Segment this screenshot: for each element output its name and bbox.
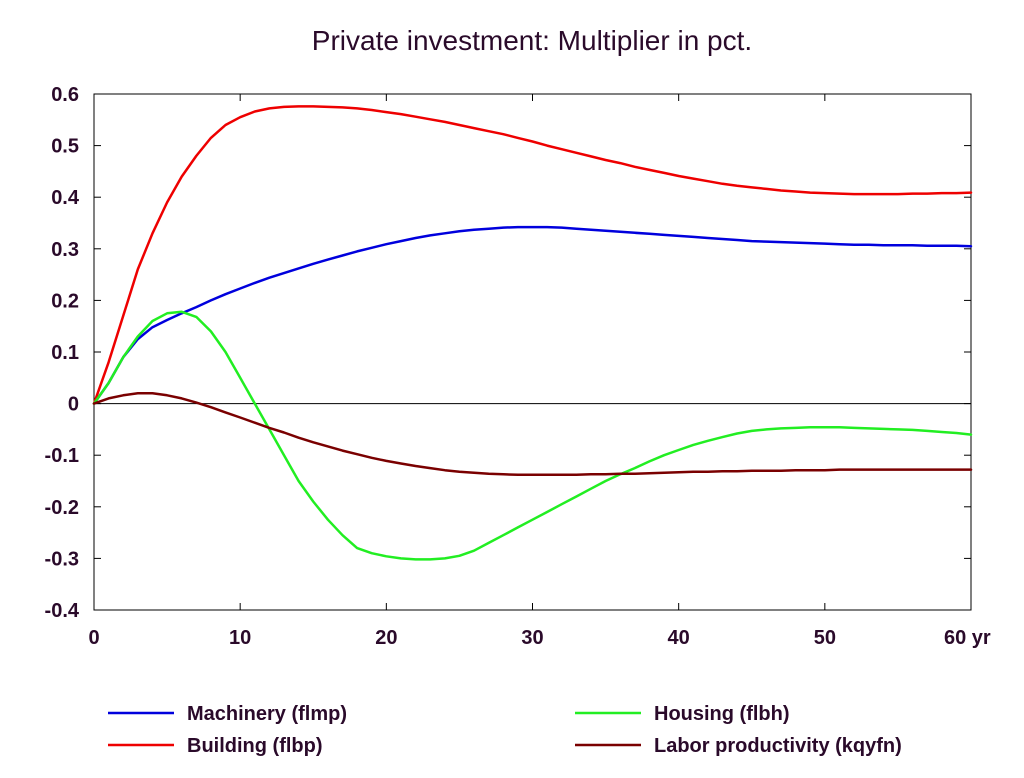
- x-tick-label: 10: [229, 627, 251, 649]
- y-tick-label: -0.4: [45, 600, 80, 622]
- legend-label-machinery-flmp: Machinery (flmp): [187, 703, 347, 725]
- y-tick-label: 0.3: [51, 239, 79, 261]
- y-tick-label: 0.5: [51, 136, 79, 158]
- x-tick-label: 30: [521, 627, 543, 649]
- series-line-labor-productivity-kqyfn: [92, 392, 973, 477]
- y-tick-label: 0.6: [51, 84, 79, 106]
- series-line-housing-flbh: [92, 310, 973, 561]
- x-tick-label: 40: [668, 627, 690, 649]
- y-tick-label: -0.2: [45, 497, 79, 519]
- y-tick-label: -0.1: [45, 445, 79, 467]
- y-tick-label: 0.1: [51, 342, 79, 364]
- x-tick-label: 50: [814, 627, 836, 649]
- y-tick-label: 0: [68, 394, 79, 416]
- y-tick-label: 0.2: [51, 290, 79, 312]
- legend-label-housing-flbh: Housing (flbh): [654, 703, 790, 725]
- x-tick-label: 0: [88, 627, 99, 649]
- series-line-machinery-flmp: [92, 225, 973, 405]
- legend-label-building-flbp: Building (flbp): [187, 735, 323, 757]
- y-tick-label: 0.4: [51, 187, 80, 209]
- y-tick-label: -0.3: [45, 548, 79, 570]
- legend-label-labor-productivity-kqyfn: Labor productivity (kqyfn): [654, 735, 902, 757]
- series-lines: [92, 105, 973, 561]
- series-line-building-flbp: [92, 105, 973, 405]
- tick-labels: -0.4 -0.3 -0.2 -0.1 0 0.1 0.2 0.3 0.4 0.5 0.6 0 10 20…: [45, 84, 991, 649]
- x-tick-label: 60 yr: [944, 627, 991, 649]
- chart-title: Private investment: Multiplier in pct.: [312, 25, 752, 56]
- legend: Machinery (flmp) Building (flbp) Housing (…: [108, 703, 902, 757]
- x-tick-label: 20: [375, 627, 397, 649]
